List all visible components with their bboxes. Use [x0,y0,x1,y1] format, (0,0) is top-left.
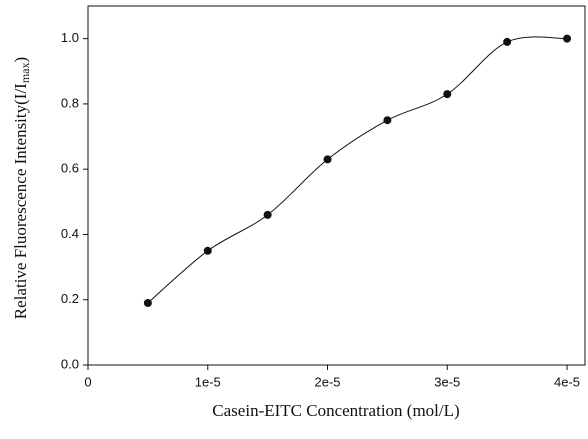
x-tick-label: 0 [84,374,91,389]
y-tick-label: 0.2 [61,291,79,306]
data-point [143,298,152,307]
x-tick-label: 4e-5 [554,374,580,389]
data-point [443,90,452,99]
x-tick-label: 3e-5 [434,374,460,389]
y-tick-label: 0.4 [61,226,79,241]
data-point [263,210,272,219]
y-tick-label: 0.8 [61,95,79,110]
fit-line [147,36,568,304]
y-tick-label: 0.0 [61,356,79,371]
x-tick-label: 1e-5 [195,374,221,389]
x-tick-label: 2e-5 [315,374,341,389]
y-tick-label: 1.0 [61,30,79,45]
plot-frame [87,5,586,366]
y-axis-label: Relative Fluorescence Intensity(I/Imax) [11,57,32,319]
y-axis-label-sub: max [18,62,32,83]
y-tick-label: 0.6 [61,161,79,176]
data-point [563,34,572,43]
y-axis-label-end: ) [11,57,30,63]
data-point [323,155,332,164]
data-point [383,116,392,125]
data-point [203,246,212,255]
y-axis-label-main: Relative Fluorescence Intensity(I/I [11,83,30,319]
data-point [503,37,512,46]
x-axis-label: Casein-EITC Concentration (mol/L) [212,401,459,420]
